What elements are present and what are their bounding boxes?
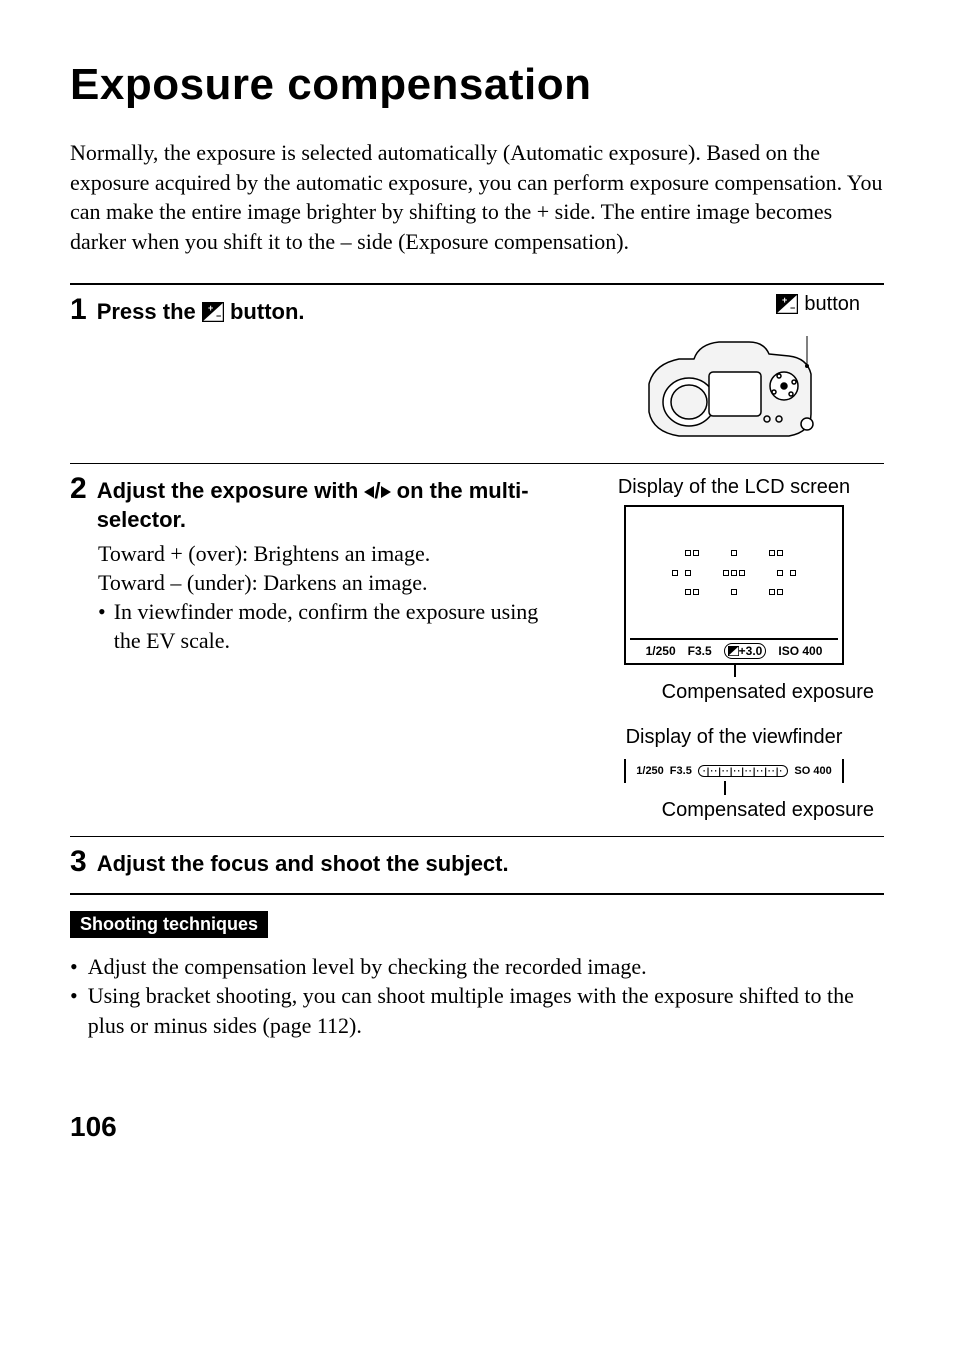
step-number: 3: [70, 845, 87, 879]
bullet-dot: •: [70, 952, 78, 982]
step-2-title: Adjust the exposure with / on the multi-…: [97, 476, 566, 535]
vf-ev-scale: ·|··|··|··|··|··|··|·: [698, 765, 789, 777]
technique-item-2: Using bracket shooting, you can shoot mu…: [88, 981, 884, 1040]
viewfinder-caption: Display of the viewfinder: [584, 726, 884, 749]
viewfinder-illustration: 1/250 F3.5 ·|··|··|··|··|··|··|· SO 400: [624, 759, 844, 783]
vf-shutter: 1/250: [636, 765, 664, 777]
left-arrow-icon: [364, 486, 374, 498]
svg-text:+: +: [782, 295, 787, 305]
af-points-icon: [626, 541, 842, 600]
pointer-line: [724, 781, 726, 795]
step-1-title-before: Press the: [97, 299, 202, 324]
lcd-caption: Display of the LCD screen: [584, 476, 884, 499]
page-title: Exposure compensation: [70, 60, 884, 110]
lcd-fstop: F3.5: [688, 644, 712, 658]
bullet-dot: •: [70, 981, 78, 1040]
step-2-title-before: Adjust the exposure with: [97, 478, 365, 503]
button-word: button: [804, 293, 860, 316]
camera-illustration: [584, 324, 884, 449]
step-3-title: Adjust the focus and shoot the subject.: [97, 849, 509, 879]
step-2-line2: Toward – (under): Darkens an image.: [98, 568, 566, 597]
bullet-dot: •: [98, 597, 106, 655]
step-3: 3 Adjust the focus and shoot the subject…: [70, 837, 884, 893]
svg-text:−: −: [216, 311, 221, 321]
page-number: 106: [70, 1111, 884, 1143]
svg-text:+: +: [208, 303, 213, 313]
technique-item-1: Adjust the compensation level by checkin…: [88, 952, 647, 982]
lcd-shutter: 1/250: [646, 644, 676, 658]
step-2: 2 Adjust the exposure with / on the mult…: [70, 464, 884, 836]
step-2-bullet1: In viewfinder mode, confirm the exposure…: [114, 597, 566, 655]
step-2-line1: Toward + (over): Brightens an image.: [98, 539, 566, 568]
compensated-label-2: Compensated exposure: [584, 799, 884, 822]
lcd-iso: ISO 400: [778, 644, 822, 658]
right-arrow-icon: [381, 486, 391, 498]
shooting-techniques-section: Shooting techniques • Adjust the compensa…: [70, 911, 884, 1041]
divider: [70, 893, 884, 895]
step-1: 1 Press the +− button. +− button: [70, 285, 884, 463]
vf-iso: SO 400: [794, 765, 831, 777]
exposure-comp-icon: +−: [202, 302, 224, 322]
lcd-ev-value: +3.0: [724, 643, 767, 659]
svg-text:−: −: [790, 303, 795, 313]
step-number: 1: [70, 293, 87, 327]
step-number: 2: [70, 472, 87, 506]
vf-fstop: F3.5: [670, 765, 692, 777]
button-callout-label: +− button: [584, 293, 884, 316]
step-1-title-after: button.: [230, 299, 305, 324]
step-1-title: Press the +− button.: [97, 297, 305, 327]
intro-paragraph: Normally, the exposure is selected autom…: [70, 138, 884, 257]
techniques-badge: Shooting techniques: [70, 911, 268, 938]
compensated-label-1: Compensated exposure: [584, 681, 884, 704]
pointer-line: [734, 663, 736, 677]
lcd-screen-illustration: 1/250 F3.5 +3.0 ISO 400: [624, 505, 844, 665]
exposure-comp-icon: +−: [776, 294, 798, 314]
